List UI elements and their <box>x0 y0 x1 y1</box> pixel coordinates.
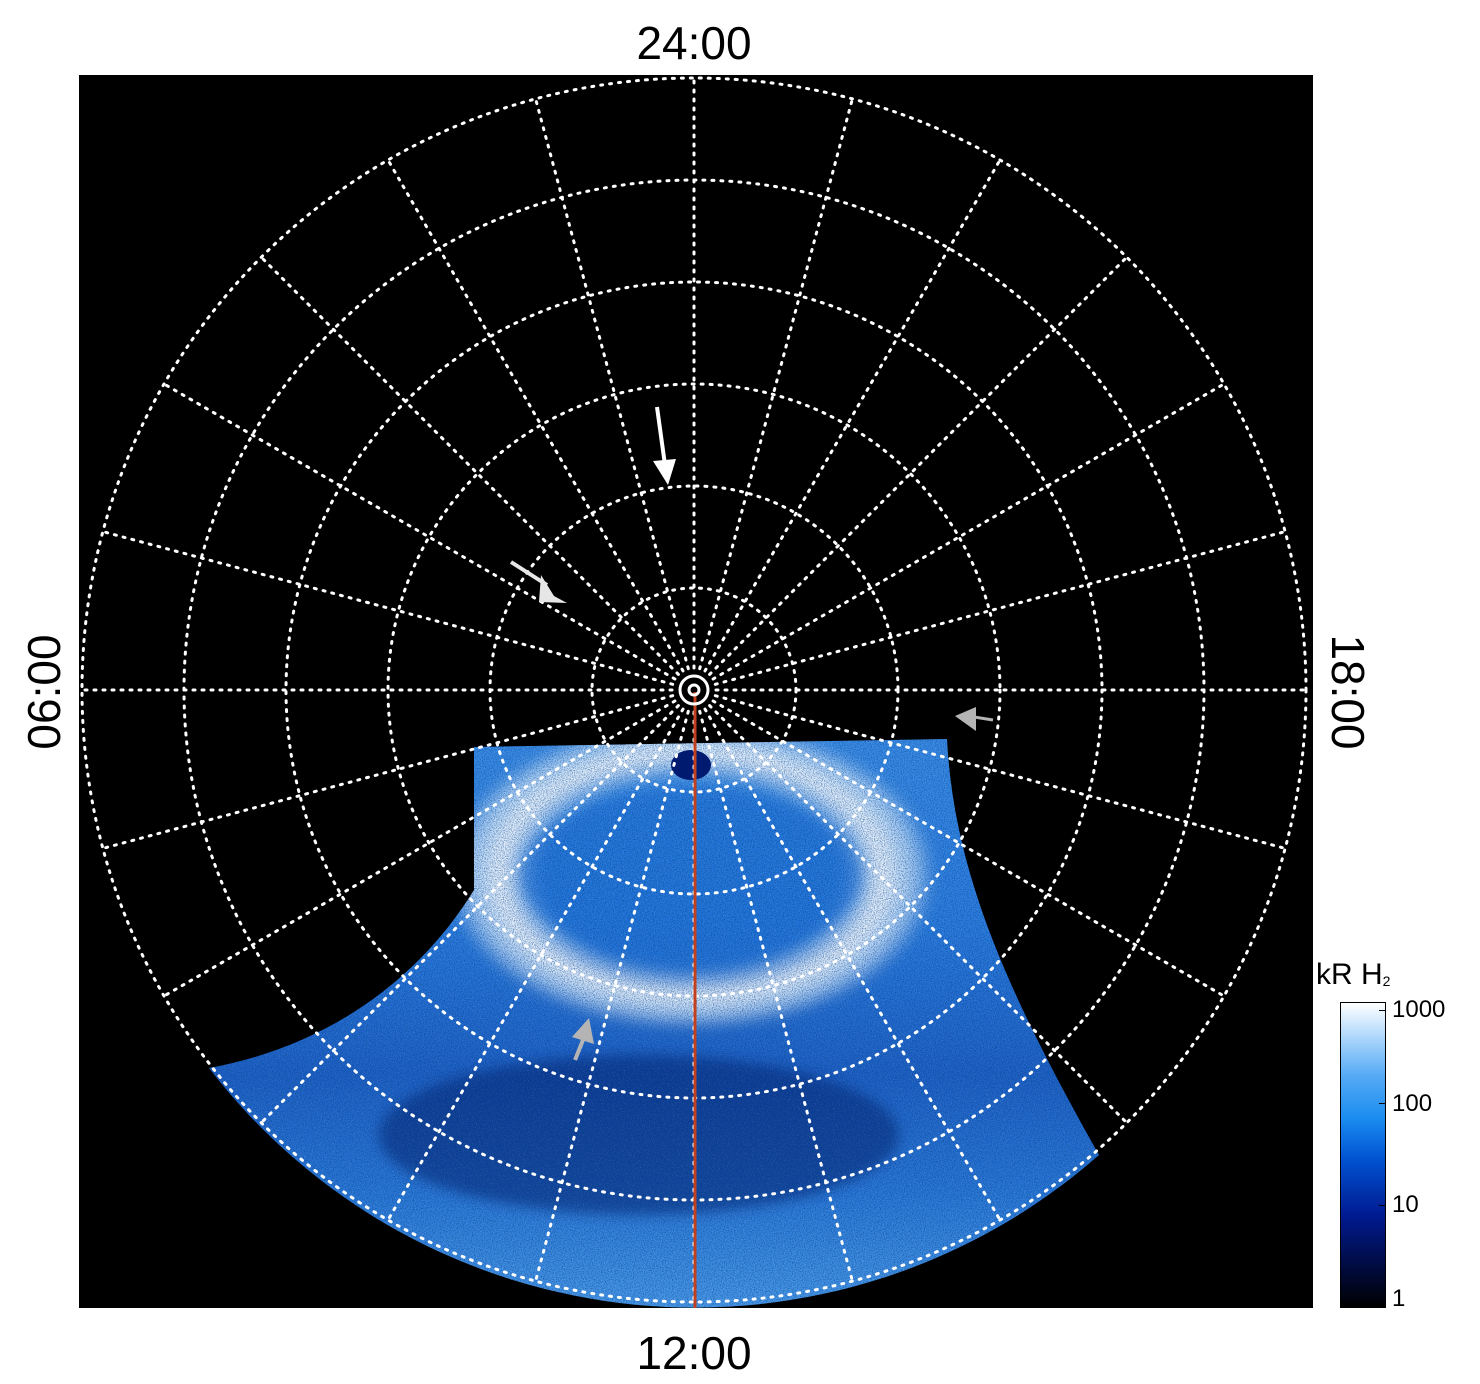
grid-meridian <box>698 97 854 671</box>
colorbar-tick-mark <box>1379 1103 1385 1104</box>
colorbar-tick-label: 10 <box>1392 1191 1419 1218</box>
grid-meridian <box>713 530 1287 686</box>
arrow-gray-right <box>955 707 994 731</box>
grid-meridian <box>259 704 680 1125</box>
grid-meridian <box>534 97 690 671</box>
colorbar-tick-label: 1000 <box>1392 996 1446 1023</box>
local-time-label-left: 06:00 <box>18 634 70 750</box>
grid-meridian <box>708 255 1129 676</box>
grid-meridian <box>711 382 1226 681</box>
arrow-white-upper <box>653 406 676 485</box>
grid-meridian <box>101 530 675 686</box>
polar-projection-plot <box>79 75 1313 1308</box>
grid-meridian <box>162 699 677 998</box>
pole-marker-inner <box>687 683 701 697</box>
colorbar-tick-mark <box>1379 1305 1385 1306</box>
colorbar <box>1340 1002 1386 1308</box>
arrow-white-left <box>509 560 567 603</box>
pole-marker-outer <box>678 674 710 706</box>
polar-projection-svg <box>80 76 1308 1308</box>
colorbar-title-subscript: 2 <box>1382 973 1391 989</box>
grid-meridian <box>703 158 1002 673</box>
grid-meridian <box>386 707 685 1222</box>
grid-meridian <box>101 694 675 850</box>
grid-meridian <box>708 704 1129 1125</box>
grid-meridian <box>534 709 690 1283</box>
colorbar-tick-label: 1 <box>1392 1285 1406 1312</box>
grid-meridian <box>698 709 854 1283</box>
grid-meridian <box>162 382 677 681</box>
grid-meridian <box>259 255 680 676</box>
arrow-gray-lower <box>572 1018 594 1061</box>
colorbar-title: kR H2 <box>1316 958 1390 992</box>
grid-meridian <box>703 707 1002 1222</box>
colorbar-tick-label: 100 <box>1392 1090 1433 1117</box>
grid-meridian <box>713 694 1287 850</box>
local-time-label-right: 18:00 <box>1322 634 1374 750</box>
local-time-label-bottom: 12:00 <box>636 1327 752 1379</box>
grid-meridian <box>386 158 685 673</box>
local-time-label-top: 24:00 <box>636 17 752 69</box>
colorbar-tick-mark <box>1379 1205 1385 1206</box>
grid-circle <box>80 76 1308 1304</box>
colorbar-title-main: kR H <box>1316 958 1383 991</box>
grid-meridian <box>711 699 1226 998</box>
colorbar-tick-mark <box>1379 1010 1385 1011</box>
